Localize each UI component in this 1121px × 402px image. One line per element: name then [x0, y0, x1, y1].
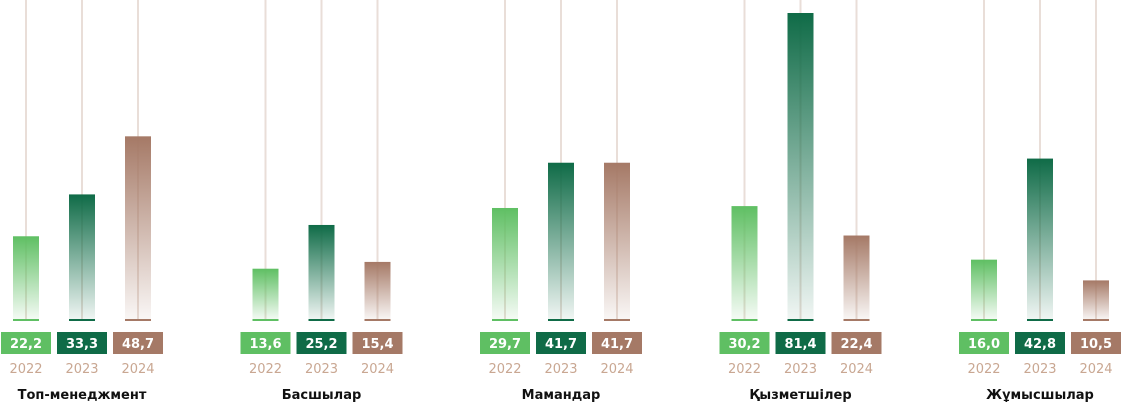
bar-baseline [308, 319, 335, 321]
bar-2024 [1083, 280, 1109, 320]
year-label: 2024 [1079, 362, 1112, 377]
value-label: 33,3 [66, 337, 98, 352]
bar-2024 [364, 261, 391, 320]
value-label: 25,2 [305, 337, 337, 352]
year-label: 2022 [967, 362, 1000, 377]
year-label: 2022 [249, 362, 282, 377]
bar-2023 [1027, 158, 1053, 320]
bar-2023 [308, 224, 335, 320]
value-label: 22,2 [10, 337, 42, 352]
year-label: 2023 [305, 362, 338, 377]
value-box [480, 332, 530, 354]
bar-2023 [548, 162, 574, 320]
bar-baseline [971, 319, 997, 321]
value-box [113, 332, 163, 354]
labels-layer: 22,2 2022 33,3 2023 48,7 2024 Топ-менеджмент 13… [1, 332, 1121, 402]
group-label: Мамандар [522, 388, 601, 402]
year-label: 2023 [65, 362, 98, 377]
value-box [831, 332, 882, 354]
bar-2022 [971, 259, 997, 320]
value-box [296, 332, 347, 354]
value-label: 41,7 [601, 337, 633, 352]
bar-baseline [787, 319, 814, 321]
year-label: 2024 [840, 362, 873, 377]
bar-baseline [731, 319, 758, 321]
value-box [1, 332, 51, 354]
bar-baseline [364, 319, 391, 321]
group-label: Басшылар [282, 388, 362, 402]
year-label: 2022 [9, 362, 42, 377]
value-label: 22,4 [840, 337, 872, 352]
bar-2023 [787, 13, 814, 320]
year-label: 2023 [1023, 362, 1056, 377]
bar-baseline [1027, 319, 1053, 321]
bar-2024 [604, 162, 630, 320]
year-label: 2023 [544, 362, 577, 377]
value-box [1015, 332, 1065, 354]
bar-2023 [69, 194, 95, 320]
bars-layer [13, 13, 1109, 321]
group-label: Топ-менеджмент [18, 388, 147, 402]
value-label: 30,2 [728, 337, 760, 352]
bar-2024 [125, 136, 151, 320]
value-box [592, 332, 642, 354]
value-label: 16,0 [968, 337, 1000, 352]
year-label: 2024 [600, 362, 633, 377]
bar-baseline [548, 319, 574, 321]
bar-baseline [1083, 319, 1109, 321]
year-label: 2022 [488, 362, 521, 377]
bar-baseline [252, 319, 279, 321]
value-label: 41,7 [545, 337, 577, 352]
value-label: 15,4 [361, 337, 393, 352]
year-label: 2024 [121, 362, 154, 377]
value-box [352, 332, 403, 354]
value-box [719, 332, 770, 354]
bar-2022 [252, 268, 279, 320]
bar-baseline [69, 319, 95, 321]
value-label: 13,6 [249, 337, 281, 352]
group-label: Қызметшілер [749, 388, 851, 402]
value-box [57, 332, 107, 354]
year-label: 2023 [784, 362, 817, 377]
bar-baseline [13, 319, 39, 321]
value-label: 42,8 [1024, 337, 1056, 352]
value-box [1071, 332, 1121, 354]
bar-baseline [492, 319, 518, 321]
value-box [775, 332, 826, 354]
value-label: 29,7 [489, 337, 521, 352]
year-label: 2022 [728, 362, 761, 377]
bar-baseline [604, 319, 630, 321]
group-label: Жұмысшылар [986, 388, 1094, 402]
value-box [536, 332, 586, 354]
value-box [959, 332, 1009, 354]
bar-2022 [492, 207, 518, 320]
bar-2022 [13, 236, 39, 320]
bar-baseline [843, 319, 870, 321]
bar-2024 [843, 235, 870, 320]
value-label: 81,4 [784, 337, 816, 352]
year-label: 2024 [361, 362, 394, 377]
bar-2022 [731, 206, 758, 320]
value-box [240, 332, 291, 354]
value-label: 48,7 [122, 337, 154, 352]
bar-baseline [125, 319, 151, 321]
value-label: 10,5 [1080, 337, 1112, 352]
